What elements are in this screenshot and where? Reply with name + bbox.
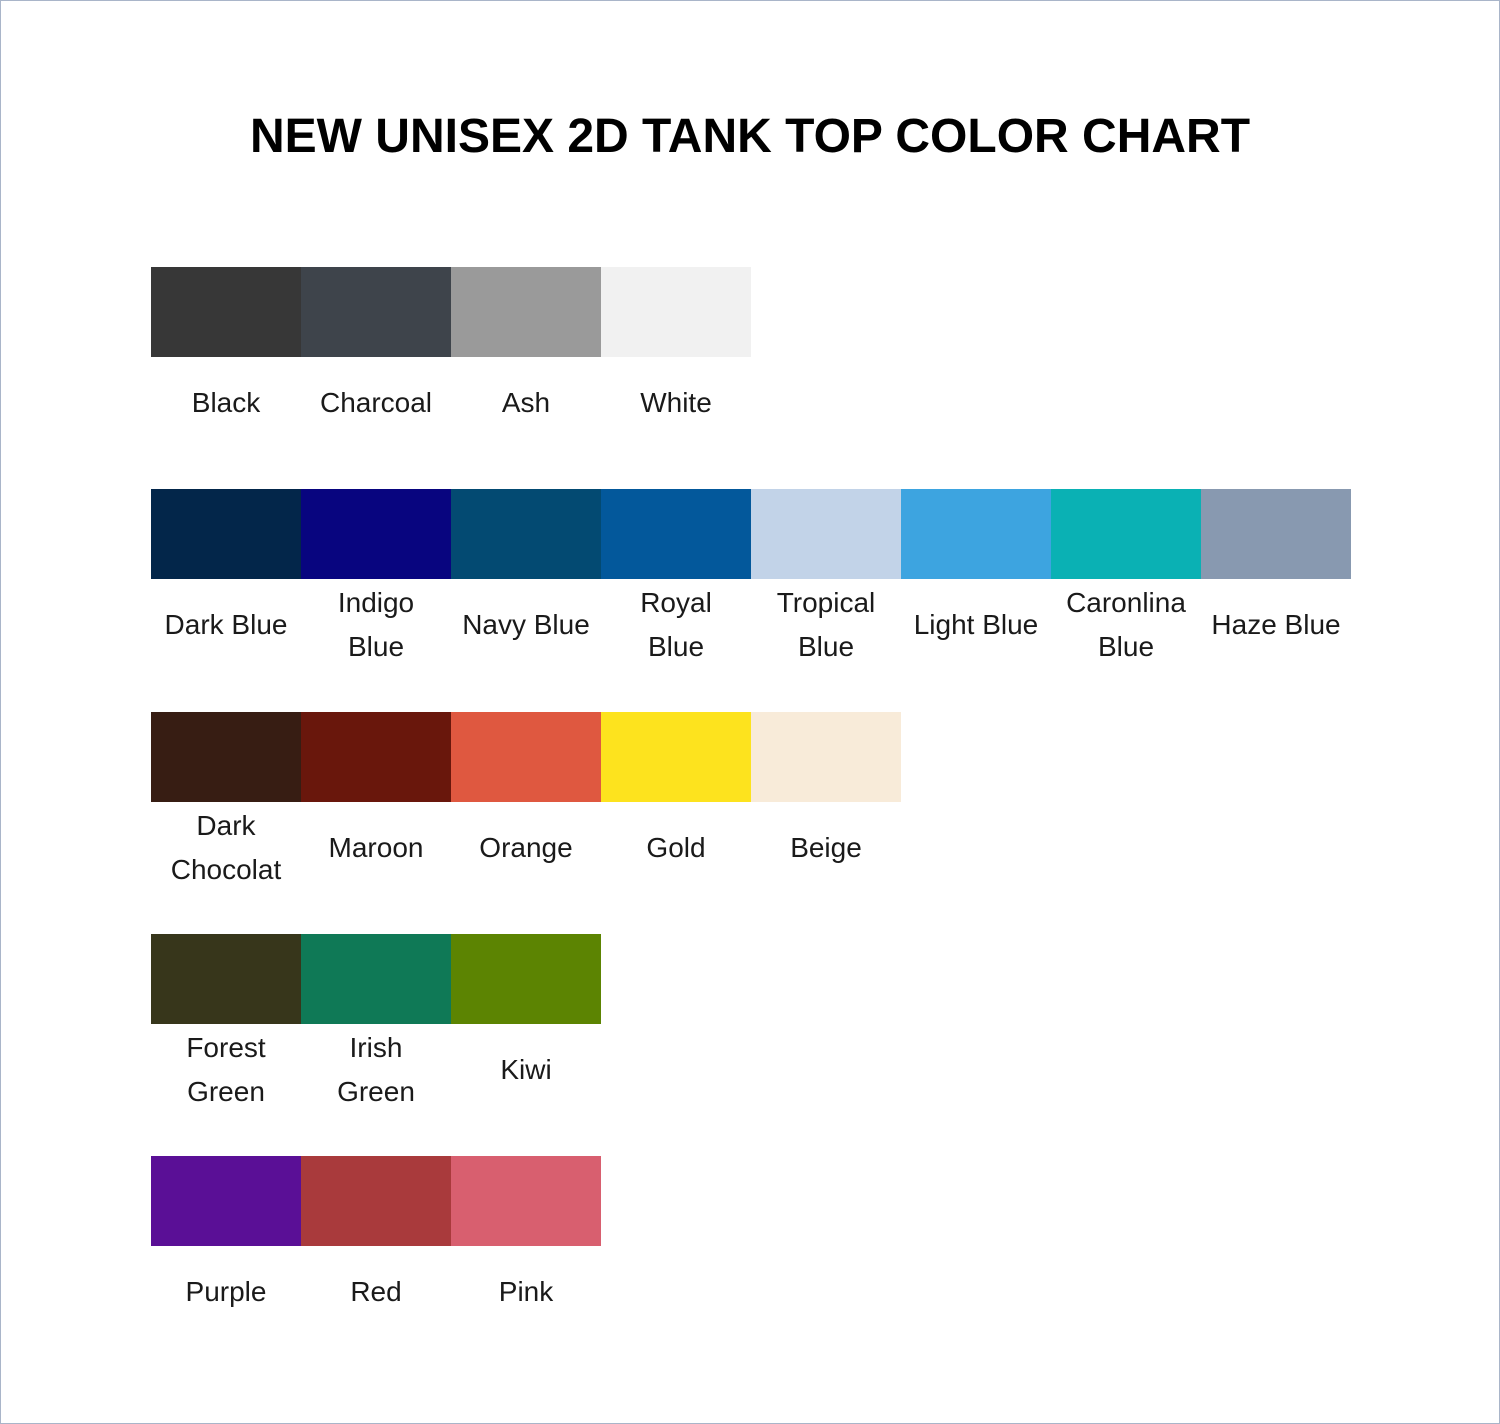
color-option: Maroon <box>301 712 451 894</box>
color-swatch <box>451 489 601 579</box>
color-swatch <box>451 267 601 357</box>
color-swatch <box>451 712 601 802</box>
color-option: Navy Blue <box>451 489 601 671</box>
swatch-row: Forest Green Irish Green Kiwi <box>151 934 601 1116</box>
color-option: Kiwi <box>451 934 601 1116</box>
color-swatch <box>601 489 751 579</box>
color-swatch <box>751 489 901 579</box>
color-option: Forest Green <box>151 934 301 1116</box>
color-label: Ash <box>501 387 551 418</box>
color-swatch <box>151 267 301 357</box>
color-label: Haze Blue <box>1211 609 1341 640</box>
color-swatch <box>451 934 601 1024</box>
color-swatch <box>751 712 901 802</box>
color-label: Gold <box>646 832 706 863</box>
color-label: Indigo Blue <box>337 587 415 662</box>
color-option: Charcoal <box>301 267 451 449</box>
color-label: Maroon <box>328 832 424 863</box>
color-swatch <box>901 489 1051 579</box>
color-option: Haze Blue <box>1201 489 1351 671</box>
color-option: Irish Green <box>301 934 451 1116</box>
color-label: Red <box>350 1276 402 1307</box>
color-swatch <box>301 489 451 579</box>
color-swatch <box>1201 489 1351 579</box>
color-option: Royal Blue <box>601 489 751 671</box>
color-option: Black <box>151 267 301 449</box>
color-swatch <box>601 267 751 357</box>
color-label: Tropical Blue <box>776 587 876 662</box>
color-swatch <box>301 1156 451 1246</box>
color-option: Beige <box>751 712 901 894</box>
swatch-row: Black Charcoal Ash White <box>151 267 751 449</box>
color-option: Tropical Blue <box>751 489 901 671</box>
color-swatch <box>151 934 301 1024</box>
color-option: Indigo Blue <box>301 489 451 671</box>
color-option: Dark Chocolat <box>151 712 301 894</box>
color-swatch <box>301 712 451 802</box>
color-label: Black <box>191 387 261 418</box>
color-label: Kiwi <box>500 1054 552 1085</box>
color-label: Forest Green <box>186 1032 266 1107</box>
color-label: Dark Blue <box>164 609 288 640</box>
color-label: Dark Chocolat <box>170 810 282 885</box>
color-option: White <box>601 267 751 449</box>
color-label: Beige <box>790 832 862 863</box>
swatch-row: Dark Blue Indigo Blue Navy Blue Royal Blue T… <box>151 489 1351 671</box>
color-swatch <box>451 1156 601 1246</box>
color-label: Caronlina Blue <box>1066 587 1186 662</box>
color-swatch <box>151 489 301 579</box>
color-option: Ash <box>451 267 601 449</box>
color-label: Charcoal <box>319 387 433 418</box>
color-option: Red <box>301 1156 451 1338</box>
color-option: Pink <box>451 1156 601 1338</box>
color-option: Gold <box>601 712 751 894</box>
color-option: Purple <box>151 1156 301 1338</box>
color-label: Royal Blue <box>640 587 712 662</box>
color-label: Navy Blue <box>462 609 590 640</box>
swatch-row: Purple Red Pink <box>151 1156 601 1338</box>
color-label: Purple <box>185 1276 267 1307</box>
color-swatch <box>301 934 451 1024</box>
color-swatch <box>1051 489 1201 579</box>
color-swatch <box>601 712 751 802</box>
color-swatch <box>301 267 451 357</box>
color-label: White <box>640 387 712 418</box>
swatch-row: Dark Chocolat Maroon Orange Gold Beige <box>151 712 901 894</box>
color-label: Irish Green <box>337 1032 415 1107</box>
page-title: NEW UNISEX 2D TANK TOP COLOR CHART <box>249 110 1251 163</box>
color-label: Orange <box>479 832 573 863</box>
color-option: Dark Blue <box>151 489 301 671</box>
color-option: Orange <box>451 712 601 894</box>
color-option: Light Blue <box>901 489 1051 671</box>
color-label: Light Blue <box>913 609 1039 640</box>
color-option: Caronlina Blue <box>1051 489 1201 671</box>
color-swatch <box>151 712 301 802</box>
color-swatch <box>151 1156 301 1246</box>
color-label: Pink <box>498 1276 554 1307</box>
